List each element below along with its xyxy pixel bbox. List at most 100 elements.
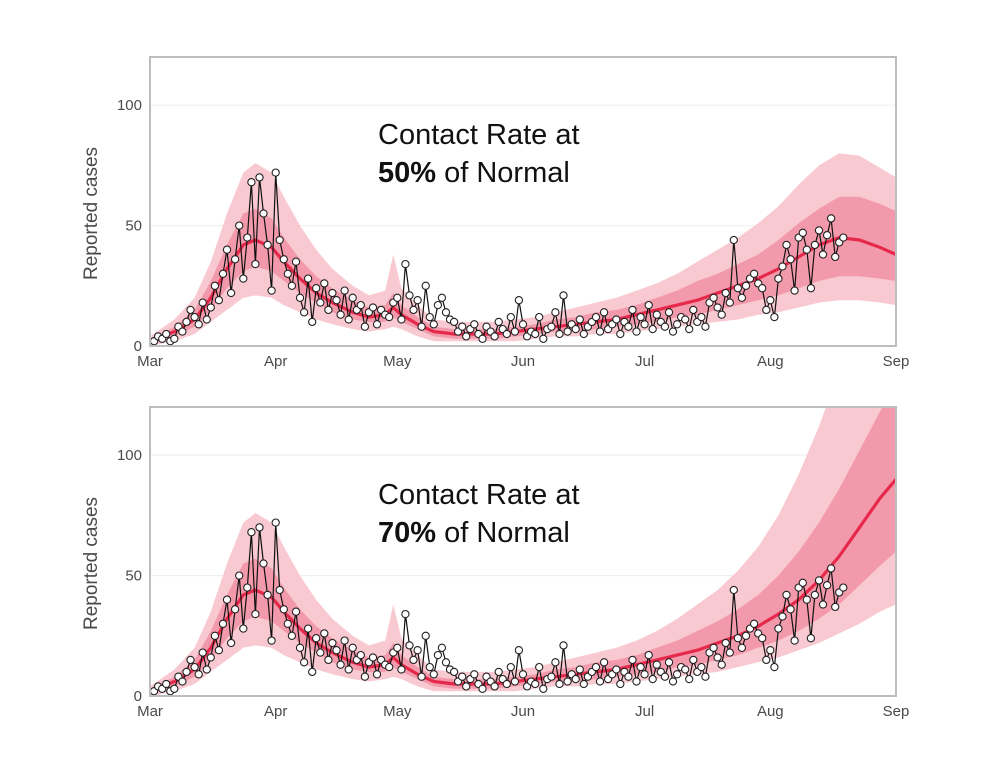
observed-point [210, 631, 220, 640]
observed-point [291, 257, 301, 266]
observed-point [247, 528, 256, 537]
observed-point [831, 602, 840, 612]
observed-point [162, 679, 171, 689]
observed-point [547, 322, 556, 331]
observed-point [563, 677, 572, 686]
observed-point [162, 329, 171, 339]
observed-point [648, 324, 657, 334]
observed-point [324, 305, 333, 315]
observed-point [506, 662, 515, 672]
observed-point [660, 322, 670, 331]
observed-point [275, 585, 284, 595]
observed-point [433, 650, 443, 660]
observed-point [741, 281, 751, 290]
observed-point [417, 672, 426, 681]
observed-point [685, 674, 694, 684]
y-tick-label: 100 [117, 447, 142, 464]
observed-point [818, 600, 828, 609]
observed-point [348, 643, 357, 652]
observed-point [413, 296, 422, 305]
annotation-line-1: Contact Rate at [378, 479, 580, 511]
observed-point [328, 288, 337, 298]
observed-point [518, 320, 528, 329]
observed-point [186, 305, 195, 315]
observed-point [421, 631, 430, 640]
observed-point [267, 286, 276, 295]
observed-point [186, 655, 195, 665]
plot-frame [149, 56, 897, 347]
observed-point [818, 250, 828, 259]
observed-point [814, 226, 824, 235]
observed-point [709, 643, 718, 652]
observed-point [332, 296, 341, 305]
observed-point [539, 684, 548, 693]
x-tick-label: Jul [635, 353, 654, 370]
observed-point [210, 281, 220, 290]
observed-point [283, 269, 292, 278]
x-tick-label: Jun [511, 353, 535, 370]
observed-point [510, 327, 520, 336]
observed-point [701, 322, 710, 331]
observed-point [628, 305, 637, 315]
observed-point [701, 672, 710, 681]
x-tick-label: Sep [883, 353, 910, 370]
observed-point [790, 286, 799, 295]
observed-point [579, 679, 588, 689]
observed-point [490, 682, 499, 691]
observed-point [713, 653, 722, 662]
inner-uncertainty-band [150, 196, 896, 344]
observed-point [206, 303, 215, 312]
y-tick-label: 0 [134, 338, 142, 355]
observed-point [668, 677, 678, 686]
observed-point [425, 662, 434, 672]
observed-point [393, 293, 402, 302]
plot-frame [149, 406, 897, 697]
observed-point [271, 168, 280, 177]
observed-point [798, 228, 807, 237]
chart-panel-70-percent: 0 50 100 Mar Apr May Jun Jul Aug Sep Reported case… [81, 406, 909, 720]
observed-point [749, 269, 759, 278]
observed-point [303, 624, 313, 633]
observed-point [251, 259, 260, 269]
x-tick-label: May [383, 703, 412, 720]
observed-point [409, 305, 418, 315]
observed-point [340, 286, 349, 295]
observed-point [782, 590, 791, 600]
observed-point [514, 296, 524, 305]
y-tick-label: 50 [125, 568, 142, 585]
observed-point [733, 284, 743, 293]
observed-point [429, 320, 438, 329]
observed-point [413, 646, 422, 655]
observed-point [737, 293, 747, 302]
observed-point [230, 605, 240, 614]
observed-point [462, 332, 471, 341]
observed-point [506, 312, 515, 322]
observed-point [182, 667, 191, 677]
observed-point [494, 667, 503, 677]
observed-point [551, 658, 560, 667]
x-tick-label: Apr [264, 703, 287, 720]
observed-point [839, 233, 848, 242]
observed-point [336, 660, 345, 669]
observed-point [660, 672, 670, 681]
observed-point [385, 662, 394, 672]
observed-point [575, 315, 584, 324]
observed-point [770, 312, 779, 322]
observed-point [717, 660, 726, 669]
observed-point [372, 670, 382, 679]
observed-point [555, 679, 564, 689]
y-tick-label: 50 [125, 218, 142, 235]
observed-point [664, 658, 674, 667]
observed-point [535, 662, 544, 672]
observed-point [429, 670, 438, 679]
outer-uncertainty-band [150, 407, 896, 696]
observed-point [267, 636, 276, 645]
observed-point [316, 648, 325, 657]
observed-point [697, 662, 706, 672]
observed-point [206, 653, 215, 662]
observed-point [725, 298, 734, 307]
observed-point [336, 310, 345, 319]
annotation-percent: 70% [378, 517, 436, 549]
observed-point [806, 634, 816, 643]
annotation-suffix: of Normal [436, 517, 570, 549]
